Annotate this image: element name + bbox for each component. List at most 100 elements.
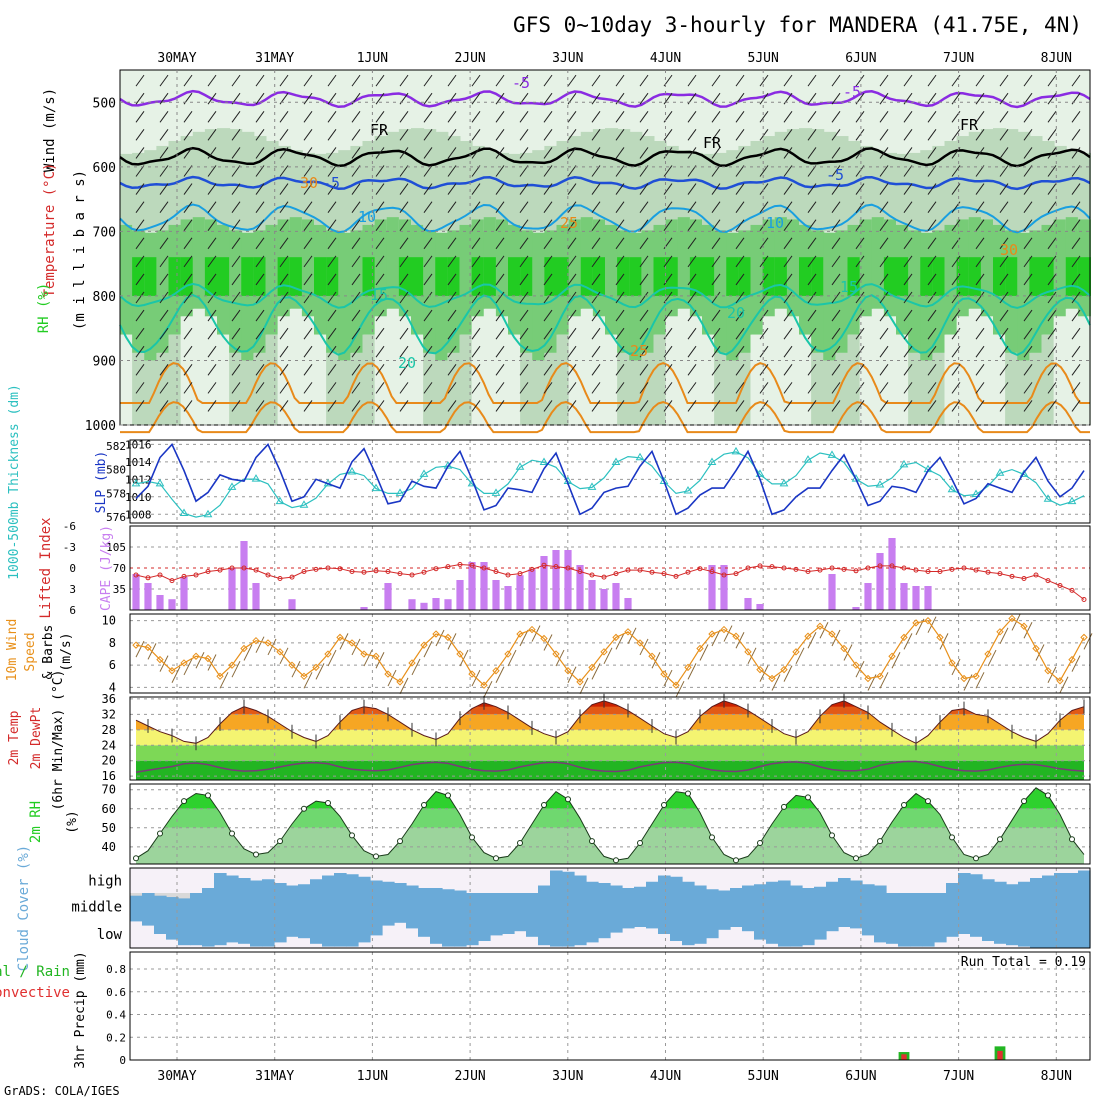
cloud-bar-middle: [334, 893, 347, 920]
wind-barb: [447, 400, 457, 412]
wind-barb: [687, 219, 697, 232]
wind-barb: [927, 219, 937, 232]
contour-label-6: -5: [826, 166, 844, 184]
wind-barb: [783, 382, 793, 394]
thickness-point: [227, 482, 237, 490]
wind-barb: [855, 327, 865, 340]
rh-band-low: [629, 360, 643, 425]
wind-barb: [759, 382, 769, 394]
wind-barb: [711, 129, 721, 141]
cape-bar: [456, 580, 464, 610]
wind-barb: [687, 255, 697, 268]
cloud-bar-middle: [634, 893, 647, 920]
wind-barb-10m: [1035, 644, 1045, 661]
rh-band-low: [532, 360, 546, 425]
cloud-bar-high: [718, 890, 731, 893]
wind-barb: [447, 364, 457, 376]
wind-barb: [591, 345, 601, 358]
li-point: [241, 565, 247, 571]
wind-barb: [135, 255, 145, 268]
rh-band-mid: [350, 230, 364, 353]
wind-barb: [159, 129, 169, 141]
wind-barb: [375, 129, 385, 141]
cloud-bar-middle: [1078, 893, 1091, 920]
wind-point: [948, 659, 956, 667]
isotherm-25: [120, 362, 1090, 404]
wind-barb: [663, 255, 673, 268]
rh-band-low: [314, 334, 328, 425]
cloud-bar-low: [850, 920, 863, 929]
wind-barb: [327, 183, 337, 195]
wind-barb: [879, 237, 889, 250]
wind-barb: [1047, 345, 1057, 358]
wind-barb: [423, 201, 433, 213]
slp-tick: 1008: [125, 508, 152, 521]
cloud-bar-middle: [754, 893, 767, 920]
rh-band-mid: [386, 217, 400, 309]
wind-barb: [1023, 129, 1033, 141]
wind-barb: [303, 201, 313, 213]
wind-barb: [543, 273, 553, 286]
rh-band-light: [483, 150, 497, 232]
cloud-bar-middle: [1042, 893, 1055, 920]
cloud-bar-low: [574, 920, 587, 946]
li-point: [157, 572, 163, 578]
cape-bar: [420, 602, 428, 610]
li-point: [769, 564, 775, 570]
wind-barb: [831, 400, 841, 412]
wind-barb: [255, 74, 265, 87]
wind-barb: [615, 183, 625, 195]
rh-band-low: [847, 334, 861, 425]
wind-barb: [327, 382, 337, 394]
wind-barb: [615, 255, 625, 268]
wind-barb: [519, 273, 529, 286]
cloud-bar-high: [574, 875, 587, 893]
li-point: [1045, 578, 1051, 584]
rh-point: [781, 803, 787, 810]
cape-bar: [744, 598, 752, 610]
wind-barb: [375, 201, 385, 213]
wind-barb: [1071, 147, 1081, 159]
wind-barb: [903, 129, 913, 141]
cloud-bar-middle: [502, 893, 515, 920]
wind-point: [852, 661, 860, 669]
wind-barb: [207, 74, 217, 87]
wind-barb: [399, 201, 409, 213]
wind-point: [816, 622, 824, 630]
wind-barb: [975, 364, 985, 376]
wind-barb: [591, 327, 601, 340]
li-point: [937, 569, 943, 574]
wind-barb: [975, 165, 985, 177]
cape-bar: [912, 586, 920, 610]
wind-barb: [207, 165, 217, 177]
wind-barb: [279, 309, 289, 322]
rh-point: [1069, 836, 1075, 843]
rh-band-dark: [920, 257, 934, 296]
temp-tick: 24: [102, 738, 116, 752]
rh-point: [1045, 792, 1051, 799]
wind-barb: [183, 273, 193, 286]
rh-point: [181, 798, 187, 805]
wind-barb: [711, 183, 721, 195]
date-label-bottom: 7JUN: [943, 1069, 974, 1084]
wind-barb: [1071, 219, 1081, 232]
wind-barb: [999, 129, 1009, 141]
wind-barb: [567, 291, 577, 304]
wind-barb: [735, 327, 745, 340]
wind-point: [360, 650, 368, 658]
wind-point: [240, 644, 248, 653]
rh-tick: 70: [102, 783, 116, 797]
cloud-bar-low: [202, 920, 215, 947]
thickness-point: [827, 450, 837, 458]
wind-barb: [591, 309, 601, 322]
cape-bar: [504, 586, 512, 610]
rh-band-dark: [665, 257, 679, 296]
wind-barb: [999, 255, 1009, 268]
cloud-bar-middle: [946, 893, 959, 920]
cloud-bar-middle: [838, 893, 851, 920]
rh-band-mid: [677, 217, 691, 309]
wind-point: [792, 648, 800, 656]
wind-barb: [591, 273, 601, 286]
wind-barb: [783, 237, 793, 250]
li-point: [361, 569, 367, 575]
